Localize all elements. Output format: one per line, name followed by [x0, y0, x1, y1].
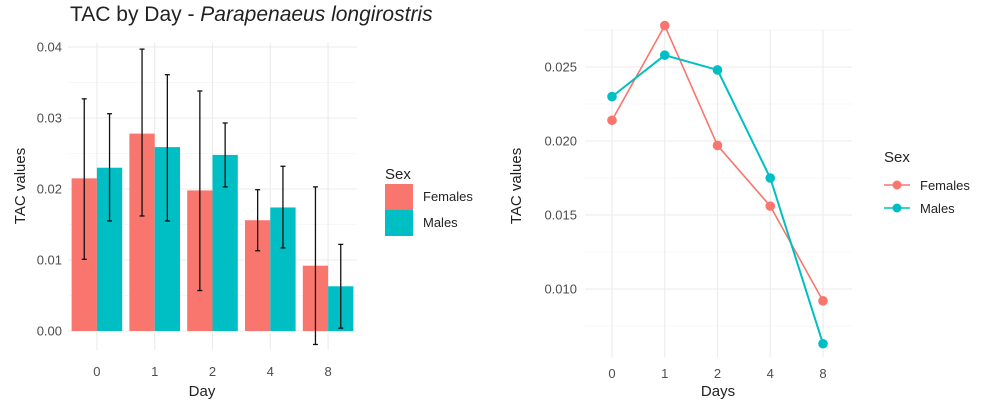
line-legend-label-males: Males	[920, 201, 955, 216]
bar-y-tick-label: 0.03	[37, 111, 62, 126]
point-females-day-1	[659, 20, 670, 31]
point-males-day-1	[659, 50, 670, 60]
bar-legend-label-females: Females	[423, 189, 473, 204]
line-legend-label-females: Females	[920, 178, 970, 193]
error-bar-females-day-8	[312, 186, 318, 346]
bar-chart-x-ticks: 0 1 2 4 8	[93, 364, 331, 379]
bar-legend-label-males: Males	[423, 215, 458, 230]
line-legend-key-point-males	[892, 203, 902, 213]
line-chart-points	[607, 20, 828, 349]
point-females-day-2	[712, 140, 723, 151]
bar-chart-bars	[71, 133, 354, 331]
bar-y-tick-label: 0.02	[37, 182, 62, 197]
line-legend-key-point-females	[892, 180, 902, 190]
line-x-tick-label: 1	[661, 366, 668, 381]
line-chart-legend: Sex Females Males	[884, 149, 970, 216]
point-males-day-0	[607, 91, 617, 102]
line-x-tick-label: 0	[608, 366, 615, 381]
bar-chart-y-ticks: 0.00 0.01 0.02 0.03 0.04	[37, 40, 62, 339]
point-females-day-8	[818, 296, 828, 306]
bar-y-tick-label: 0.04	[37, 40, 62, 55]
bar-x-tick-label: 4	[267, 364, 274, 379]
error-bar-males-day-2	[222, 122, 228, 188]
bar-x-tick-label: 8	[324, 364, 331, 379]
bar-chart-panel: 0.00 0.01 0.02 0.03 0.04 0 1 2 4 8 Day TAC value…	[12, 40, 473, 401]
error-bar-males-day-4	[280, 165, 286, 249]
error-bar-males-day-0	[107, 113, 113, 222]
bar-legend-key-females	[385, 184, 413, 210]
bar-y-tick-label: 0.01	[37, 253, 62, 268]
bar-chart-error-bars	[81, 48, 344, 346]
line-y-tick-label: 0.010	[544, 282, 577, 297]
line-y-tick-label: 0.025	[544, 60, 577, 75]
line-chart-panel: 0.010 0.015 0.020 0.025 0 1 2 4 8 Days TAC valu…	[508, 20, 970, 400]
bar-legend-key-males	[385, 210, 413, 236]
error-bar-males-day-8	[338, 243, 344, 329]
line-x-tick-label: 8	[819, 366, 826, 381]
line-chart-grid	[585, 29, 852, 357]
error-bar-females-day-0	[81, 98, 87, 260]
error-bar-females-day-4	[255, 189, 261, 252]
line-legend-title: Sex	[884, 149, 910, 166]
error-bar-females-day-2	[197, 90, 203, 292]
line-chart-y-ticks: 0.010 0.015 0.020 0.025	[544, 60, 577, 297]
bar-chart-y-label: TAC values	[12, 148, 29, 224]
title-prefix: TAC by Day -	[70, 3, 200, 26]
bar-legend-title: Sex	[385, 166, 411, 183]
point-females-day-4	[765, 201, 776, 211]
point-females-day-0	[607, 115, 617, 126]
point-males-day-2	[712, 65, 723, 75]
bar-x-tick-label: 2	[209, 364, 216, 379]
chart-title: TAC by Day - Parapenaeus longirostris	[70, 3, 433, 26]
point-males-day-4	[765, 173, 776, 183]
line-y-tick-label: 0.020	[544, 134, 577, 149]
bar-chart-legend: Sex Females Males	[385, 166, 473, 236]
error-bar-males-day-1	[164, 74, 170, 222]
point-males-day-8	[818, 338, 828, 349]
bar-x-tick-label: 0	[93, 364, 100, 379]
bar-chart-x-label: Day	[189, 383, 216, 400]
line-y-tick-label: 0.015	[544, 208, 577, 223]
bar-x-tick-label: 1	[151, 364, 158, 379]
error-bar-females-day-1	[139, 48, 145, 217]
bar-y-tick-label: 0.00	[37, 324, 62, 339]
line-chart-y-label: TAC values	[508, 148, 525, 224]
line-chart-x-ticks: 0 1 2 4 8	[608, 366, 826, 381]
line-x-tick-label: 2	[714, 366, 721, 381]
line-x-tick-label: 4	[767, 366, 774, 381]
title-species: Parapenaeus longirostris	[200, 3, 433, 26]
line-chart-x-label: Days	[701, 383, 735, 400]
